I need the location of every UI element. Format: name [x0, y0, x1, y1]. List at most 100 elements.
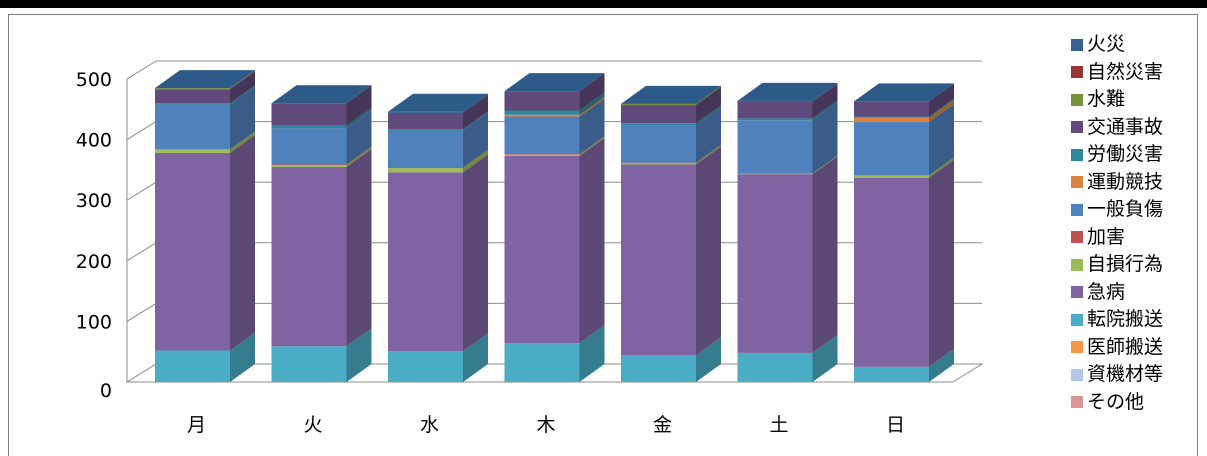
bar-e887aae6908de8a18ce782ba-1 — [155, 149, 230, 153]
bar-e8bba2e999a2e690ace98081-5 — [621, 355, 696, 382]
bar-e58ab4e5838de781bde5aeb3-7 — [854, 116, 929, 118]
bar-e4baa4e9809ae4ba8be69585-5 — [621, 105, 696, 124]
legend-label: 交通事故 — [1087, 115, 1164, 138]
bar-side — [463, 150, 488, 173]
bar-side — [696, 144, 721, 164]
bar-side — [579, 325, 605, 382]
bar-side — [230, 131, 255, 153]
x-tick-label: 金 — [653, 414, 672, 436]
bar-side — [812, 102, 838, 174]
bar-side — [696, 87, 721, 124]
legend-label: 資機材等 — [1087, 363, 1164, 386]
bar-side — [696, 146, 721, 356]
bar-e9818be58b95e7abb6e68a80-4 — [504, 114, 580, 117]
bar-e4baa4e9809ae4ba8be69585-4 — [504, 91, 580, 111]
bar-e4b880e888ace8b2a0e582b7-7 — [854, 122, 929, 176]
legend-swatch — [1071, 341, 1083, 354]
bar-side — [463, 149, 488, 169]
bar-e887aae6908de8a18ce782ba-2 — [271, 165, 347, 167]
bar-e6b0b4e99ba3-1 — [155, 88, 230, 90]
bar-e8bba2e999a2e690ace98081-2 — [271, 346, 347, 382]
bar-e58aa0e5aeb3-3 — [388, 167, 463, 169]
legend-swatch — [1071, 286, 1083, 299]
bar-e680a5e79785-6 — [737, 174, 813, 353]
bar-side — [346, 85, 372, 126]
x-tick-label: 木 — [536, 414, 555, 436]
bar-e680a5e79785-1 — [155, 152, 230, 351]
bar-side — [579, 98, 605, 155]
bar-e887aae6908de8a18ce782ba-7 — [854, 175, 929, 178]
legend-swatch — [1071, 313, 1083, 326]
bar-e58aa0e5aeb3-2 — [271, 164, 347, 166]
bar-stack-7 — [854, 83, 954, 382]
legend-label: 急病 — [1087, 280, 1126, 303]
x-tick-label: 火 — [303, 414, 322, 436]
bar-side — [463, 94, 488, 130]
bar-e680a5e79785-2 — [271, 166, 347, 347]
bar-side — [230, 85, 255, 105]
bar-side — [346, 110, 372, 165]
legend-swatch — [1071, 121, 1083, 134]
bar-side — [812, 82, 838, 103]
bar-e781abe781bd-6 — [737, 100, 813, 103]
legend-item: 急病 — [1071, 279, 1163, 307]
legend-item: 労働災害 — [1071, 141, 1163, 169]
bar-side — [696, 85, 721, 106]
bar-top — [155, 70, 255, 89]
bar-e680a5e79785-4 — [504, 155, 580, 344]
bar-top — [504, 73, 605, 92]
legend-item: 水難 — [1071, 86, 1163, 114]
bar-side — [579, 92, 605, 115]
bar-side — [696, 107, 721, 163]
legend-item: 資機材等 — [1071, 361, 1163, 389]
bar-e887aae6908de8a18ce782ba-4 — [504, 154, 580, 156]
y-axis-ticks: 0 100 200 300 400 500 — [76, 69, 112, 402]
y-tick-label: 500 — [76, 69, 112, 91]
legend-item: 転院搬送 — [1071, 306, 1163, 334]
bar-side — [929, 159, 954, 367]
y-tick-label: 0 — [100, 380, 112, 402]
bar-top — [388, 93, 488, 112]
bar-e8bba2e999a2e690ace98081-4 — [504, 343, 580, 382]
legend-swatch — [1071, 176, 1083, 189]
bar-e58ab4e5838de781bde5aeb3-3 — [388, 129, 463, 131]
bar-e58ab4e5838de781bde5aeb3-4 — [504, 110, 580, 115]
bar-e58ab4e5838de781bde5aeb3-1 — [155, 103, 230, 105]
bar-side — [346, 328, 372, 382]
top-border — [0, 0, 1207, 8]
legend-swatch — [1071, 148, 1083, 161]
bar-e58ab4e5838de781bde5aeb3-2 — [271, 125, 347, 129]
legend-item: 一般負傷 — [1071, 196, 1163, 224]
bar-e781abe781bd-3 — [388, 111, 463, 113]
bar-side — [812, 84, 838, 119]
bar-e4baa4e9809ae4ba8be69585-2 — [271, 103, 347, 126]
legend-item: 加害 — [1071, 224, 1163, 252]
bar-side — [929, 99, 954, 123]
bar-side — [812, 100, 838, 121]
bar-side — [346, 146, 372, 166]
gridline-diagonal — [126, 121, 157, 141]
bar-e4b880e888ace8b2a0e582b7-5 — [621, 125, 696, 163]
legend-swatch — [1071, 38, 1083, 51]
bar-side — [463, 154, 488, 352]
x-axis-ticks: 月火水木金土日 — [187, 414, 905, 436]
x-tick-label: 土 — [769, 414, 788, 436]
bar-stack-2 — [271, 85, 372, 382]
y-tick-label: 300 — [76, 190, 112, 212]
legend-label: 自損行為 — [1087, 253, 1164, 276]
bar-side — [346, 107, 372, 129]
bar-e8bba2e999a2e690ace98081-7 — [854, 366, 929, 382]
bar-side — [230, 332, 255, 382]
bar-e4b880e888ace8b2a0e582b7-4 — [504, 116, 580, 155]
legend-swatch — [1071, 231, 1083, 244]
legend-swatch — [1071, 93, 1083, 106]
chart-frame — [8, 14, 1198, 456]
bar-side — [230, 71, 255, 104]
gridline-diagonal — [126, 60, 157, 80]
bar-e58aa0e5aeb3-4 — [504, 154, 580, 155]
bar-e6b0b4e99ba3-5 — [621, 103, 696, 106]
bar-e680a5e79785-3 — [388, 172, 463, 352]
bar-side — [696, 105, 721, 126]
bar-side — [579, 137, 605, 344]
legend-label: 加害 — [1087, 225, 1126, 248]
